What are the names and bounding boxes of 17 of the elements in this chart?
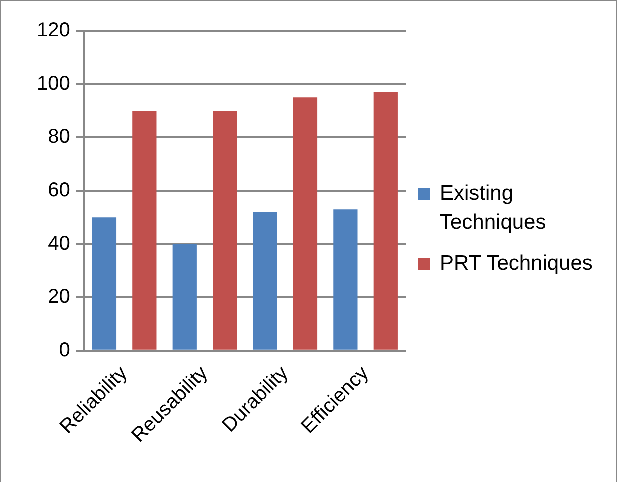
y-tick-label: 120	[36, 20, 70, 42]
y-tick-label: 80	[48, 126, 70, 148]
bar	[374, 92, 398, 350]
legend-label: PRT Techniques	[440, 251, 593, 277]
bar	[253, 212, 278, 350]
y-tick-label: 40	[48, 232, 70, 255]
bar	[334, 210, 358, 350]
legend-label: Existing Techniques	[440, 181, 548, 236]
y-tick-label: 20	[48, 286, 70, 308]
y-tick-label: 100	[36, 72, 70, 95]
y-tick-label: 0	[59, 339, 70, 362]
bar	[213, 110, 238, 350]
bar	[92, 218, 117, 350]
bar	[132, 110, 157, 350]
bar	[293, 98, 318, 350]
bar	[172, 244, 197, 350]
y-tick-label: 60	[48, 179, 70, 202]
